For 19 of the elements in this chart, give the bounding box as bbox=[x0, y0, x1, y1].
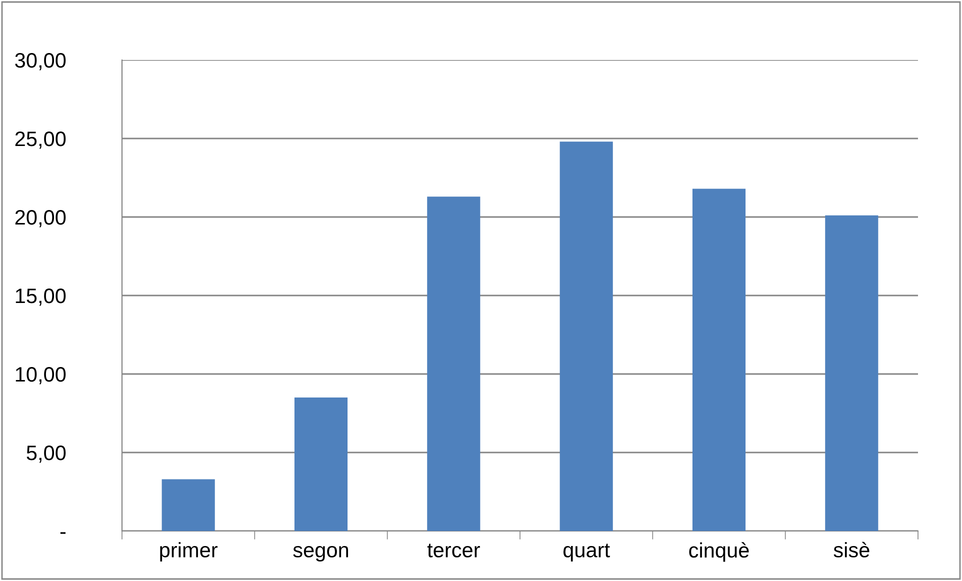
x-tick-label: segon bbox=[293, 546, 348, 562]
bar bbox=[825, 215, 878, 531]
bar bbox=[692, 188, 746, 531]
x-tick-label: cinquè bbox=[689, 542, 749, 562]
bar bbox=[162, 479, 215, 531]
bar bbox=[560, 142, 613, 531]
y-tick-label: - bbox=[60, 532, 66, 534]
x-tick-label: sisè bbox=[834, 542, 870, 558]
y-tick-label: 25,00 bbox=[15, 132, 66, 149]
y-tick-label: 10,00 bbox=[16, 367, 66, 384]
bar bbox=[427, 196, 480, 531]
y-tick-label: 30,00 bbox=[15, 53, 66, 70]
y-tick-label: 5,00 bbox=[26, 446, 66, 463]
x-tick-label: tercer bbox=[427, 544, 480, 558]
bar bbox=[294, 398, 348, 531]
y-tick-label: 20,00 bbox=[15, 210, 66, 228]
x-tick-label: quart bbox=[563, 544, 610, 562]
x-tick-label: primer bbox=[160, 542, 218, 562]
y-tick-label: 15,00 bbox=[16, 288, 66, 306]
